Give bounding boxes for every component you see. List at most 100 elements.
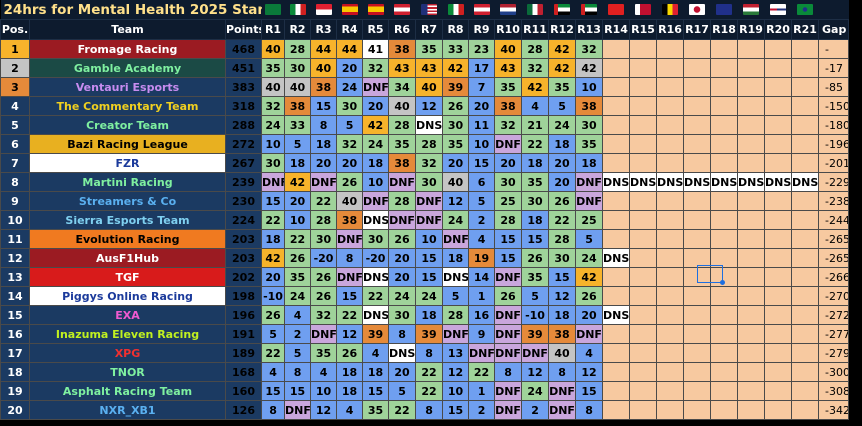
race-result-cell[interactable] [602, 153, 631, 173]
race-result-cell[interactable]: 12 [442, 191, 470, 211]
race-result-cell[interactable]: 35 [261, 58, 286, 78]
race-result-cell[interactable] [683, 191, 712, 211]
race-result-cell[interactable] [737, 115, 766, 135]
race-result-cell[interactable] [602, 134, 631, 154]
team-name-cell[interactable]: Ventauri Esports [29, 77, 226, 97]
race-result-cell[interactable]: 24 [575, 248, 604, 268]
position-cell[interactable]: 11 [0, 229, 30, 249]
race-result-cell[interactable]: 18 [336, 362, 364, 382]
race-result-cell[interactable] [683, 153, 712, 173]
race-result-cell[interactable]: DNF [548, 400, 577, 420]
race-result-cell[interactable]: 20 [548, 153, 577, 173]
race-result-cell[interactable] [683, 229, 712, 249]
team-name-cell[interactable]: TGF [29, 267, 226, 287]
race-result-cell[interactable]: 40 [310, 58, 338, 78]
race-result-cell[interactable]: 20 [388, 248, 417, 268]
race-result-cell[interactable]: DNF [494, 400, 523, 420]
race-result-cell[interactable]: 18 [548, 134, 577, 154]
race-result-cell[interactable] [710, 134, 739, 154]
race-result-cell[interactable]: DNF [521, 343, 550, 363]
race-result-cell[interactable]: 18 [521, 153, 550, 173]
race-result-cell[interactable]: 8 [494, 362, 523, 382]
race-result-cell[interactable] [629, 400, 658, 420]
race-result-cell[interactable] [629, 229, 658, 249]
race-result-cell[interactable] [764, 210, 793, 230]
race-result-cell[interactable]: 18 [575, 153, 604, 173]
race-result-cell[interactable]: 32 [336, 134, 364, 154]
race-result-cell[interactable] [710, 210, 739, 230]
gap-cell[interactable]: -266 [818, 267, 850, 287]
gap-cell[interactable]: -201 [818, 153, 850, 173]
race-result-cell[interactable] [656, 400, 685, 420]
race-result-cell[interactable]: DNF [362, 77, 390, 97]
race-result-cell[interactable]: 20 [575, 305, 604, 325]
race-result-cell[interactable]: 40 [336, 191, 364, 211]
position-cell[interactable]: 13 [0, 267, 30, 287]
race-result-cell[interactable] [791, 324, 820, 344]
race-result-cell[interactable]: 30 [284, 58, 312, 78]
race-result-cell[interactable] [710, 77, 739, 97]
race-result-cell[interactable]: 22 [336, 305, 364, 325]
race-result-cell[interactable]: 21 [521, 115, 550, 135]
race-result-cell[interactable]: 38 [336, 210, 364, 230]
race-result-cell[interactable]: 40 [261, 39, 286, 59]
race-result-cell[interactable] [602, 324, 631, 344]
race-result-cell[interactable]: 2 [468, 400, 496, 420]
race-result-cell[interactable]: 19 [468, 248, 496, 268]
gap-cell[interactable]: -85 [818, 77, 850, 97]
race-result-cell[interactable]: 4 [336, 400, 364, 420]
race-result-cell[interactable]: 15 [575, 381, 604, 401]
race-result-cell[interactable] [737, 96, 766, 116]
race-result-cell[interactable] [791, 381, 820, 401]
race-result-cell[interactable]: 26 [261, 305, 286, 325]
race-result-cell[interactable]: 38 [575, 96, 604, 116]
race-result-cell[interactable]: 20 [362, 96, 390, 116]
race-result-cell[interactable]: 28 [310, 210, 338, 230]
race-result-cell[interactable] [629, 191, 658, 211]
race-result-cell[interactable]: 5 [521, 286, 550, 306]
race-result-cell[interactable] [656, 324, 685, 344]
race-result-cell[interactable] [683, 305, 712, 325]
race-result-cell[interactable] [764, 191, 793, 211]
race-result-cell[interactable]: 15 [494, 229, 523, 249]
race-result-cell[interactable]: 10 [310, 381, 338, 401]
race-result-cell[interactable]: 42 [575, 267, 604, 287]
race-result-cell[interactable]: 4 [521, 96, 550, 116]
race-result-cell[interactable] [764, 286, 793, 306]
race-result-cell[interactable]: DNF [442, 324, 470, 344]
fill-handle[interactable] [720, 280, 725, 285]
race-result-cell[interactable]: 32 [415, 153, 444, 173]
race-result-cell[interactable] [602, 229, 631, 249]
race-result-cell[interactable] [656, 39, 685, 59]
team-name-cell[interactable]: EXA [29, 305, 226, 325]
team-name-cell[interactable]: Sierra Esports Team [29, 210, 226, 230]
race-result-cell[interactable]: DNS [602, 172, 631, 192]
position-cell[interactable]: 8 [0, 172, 30, 192]
race-result-cell[interactable]: 8 [388, 324, 417, 344]
race-result-cell[interactable] [629, 134, 658, 154]
race-result-cell[interactable]: 35 [548, 77, 577, 97]
race-result-cell[interactable]: 26 [494, 286, 523, 306]
race-result-cell[interactable] [656, 343, 685, 363]
race-result-cell[interactable] [656, 153, 685, 173]
race-result-cell[interactable]: 8 [336, 248, 364, 268]
race-result-cell[interactable] [602, 362, 631, 382]
race-result-cell[interactable] [656, 381, 685, 401]
race-result-cell[interactable]: 30 [548, 248, 577, 268]
race-result-cell[interactable] [737, 324, 766, 344]
race-result-cell[interactable] [737, 286, 766, 306]
gap-cell[interactable]: -277 [818, 324, 850, 344]
points-cell[interactable]: 272 [224, 134, 263, 154]
race-result-cell[interactable]: 32 [261, 96, 286, 116]
race-result-cell[interactable]: 40 [284, 77, 312, 97]
race-result-cell[interactable]: 20 [494, 153, 523, 173]
race-result-cell[interactable] [602, 96, 631, 116]
race-result-cell[interactable]: 26 [310, 267, 338, 287]
race-result-cell[interactable] [710, 115, 739, 135]
race-result-cell[interactable]: 38 [388, 39, 417, 59]
position-cell[interactable]: 15 [0, 305, 30, 325]
race-result-cell[interactable]: DNF [575, 191, 604, 211]
race-result-cell[interactable]: 18 [548, 305, 577, 325]
position-cell[interactable]: 16 [0, 324, 30, 344]
race-result-cell[interactable]: DNF [284, 400, 312, 420]
